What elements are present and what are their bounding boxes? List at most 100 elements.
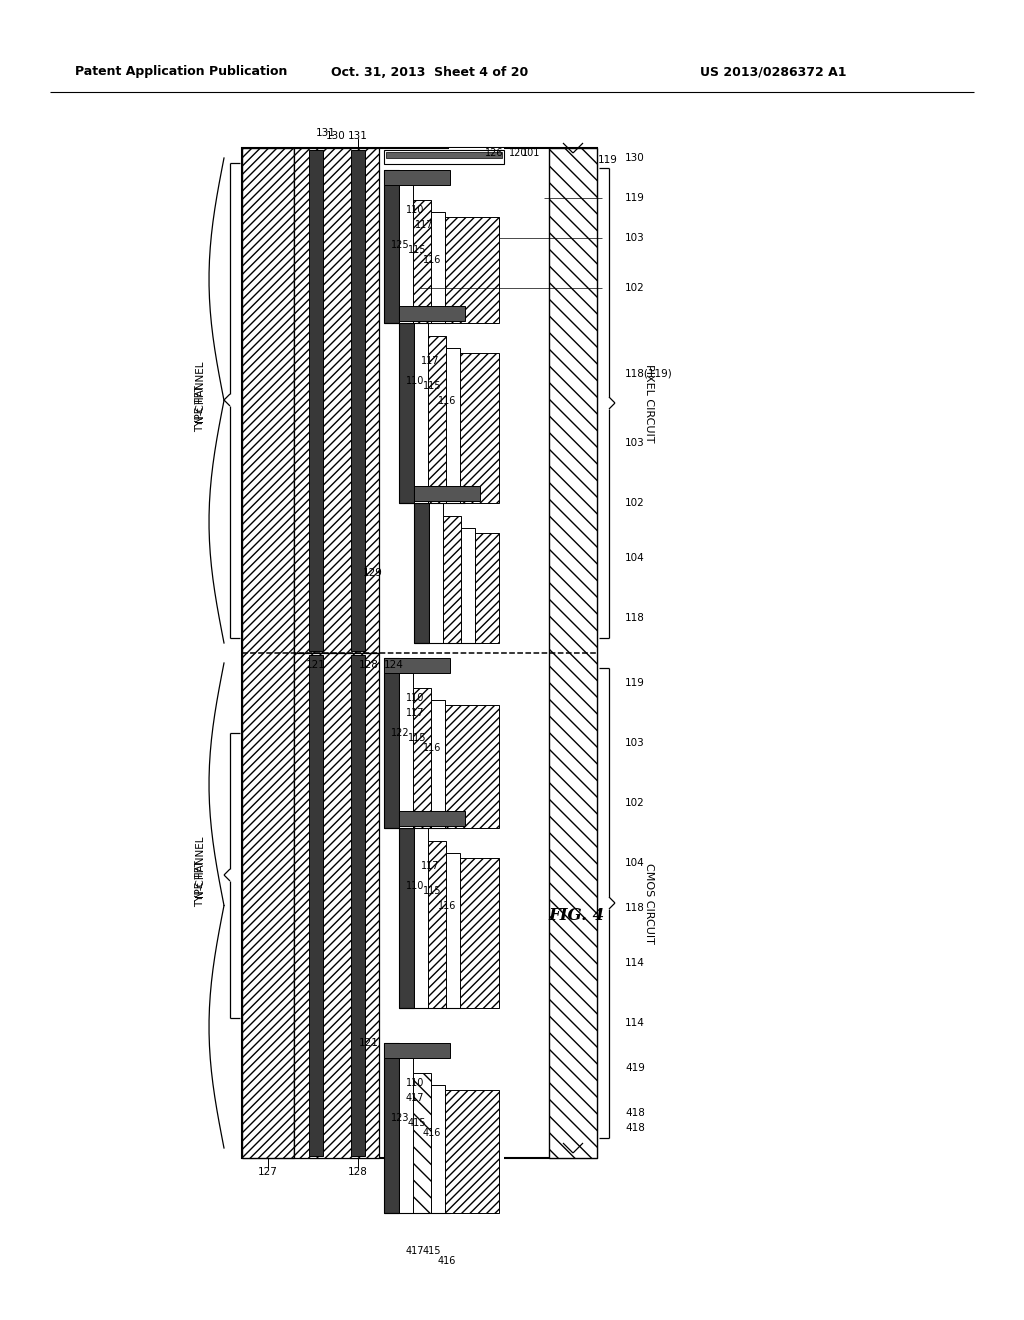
Bar <box>446 348 460 503</box>
Bar <box>399 673 413 828</box>
Text: 117: 117 <box>421 356 439 366</box>
Text: 130: 130 <box>326 131 346 141</box>
Text: 416: 416 <box>423 1129 441 1138</box>
Text: Patent Application Publication: Patent Application Publication <box>75 66 288 78</box>
Text: 102: 102 <box>625 498 645 508</box>
Text: 115: 115 <box>423 381 441 391</box>
Bar <box>294 653 379 1158</box>
Text: 415: 415 <box>408 1118 427 1129</box>
Bar <box>399 306 504 503</box>
Bar <box>431 700 445 828</box>
Text: 119: 119 <box>625 678 645 688</box>
Bar <box>399 810 504 1008</box>
Text: 126: 126 <box>484 148 503 158</box>
Bar <box>242 148 294 1158</box>
Bar <box>413 688 431 828</box>
Bar <box>414 826 428 1008</box>
Bar <box>242 148 597 1158</box>
Text: CMOS CIRCUIT: CMOS CIRCUIT <box>644 862 654 944</box>
Text: 117: 117 <box>421 861 439 871</box>
Bar <box>475 533 499 643</box>
Text: 417: 417 <box>406 1246 425 1257</box>
Text: 128: 128 <box>359 660 379 671</box>
Bar <box>414 321 428 503</box>
Text: N-CHANNEL: N-CHANNEL <box>195 360 205 422</box>
Bar <box>384 1043 450 1059</box>
Text: 122: 122 <box>391 729 410 738</box>
Bar <box>431 213 445 323</box>
Text: PIXEL CIRCUIT: PIXEL CIRCUIT <box>644 364 654 442</box>
Text: 110: 110 <box>406 376 424 385</box>
Bar <box>449 148 504 1158</box>
Text: 116: 116 <box>438 396 457 407</box>
Bar <box>413 201 431 323</box>
Text: 103: 103 <box>625 438 645 447</box>
Bar <box>428 841 446 1008</box>
Text: 110: 110 <box>406 693 424 704</box>
Bar <box>384 657 450 673</box>
Bar <box>429 502 443 643</box>
Bar <box>413 1073 431 1213</box>
Bar <box>384 170 399 323</box>
Bar <box>294 148 379 653</box>
Text: 115: 115 <box>408 246 427 255</box>
Bar <box>384 1043 504 1213</box>
Text: N-CHANNEL: N-CHANNEL <box>195 836 205 896</box>
Text: FIG. 4: FIG. 4 <box>548 907 604 924</box>
Text: 131: 131 <box>316 128 336 139</box>
Text: 119: 119 <box>598 154 617 165</box>
Text: 110: 110 <box>406 1078 424 1088</box>
Text: 118: 118 <box>625 612 645 623</box>
Text: 102: 102 <box>625 282 645 293</box>
Text: 415: 415 <box>423 1246 441 1257</box>
Text: 117: 117 <box>415 220 433 230</box>
Text: 129: 129 <box>362 568 383 578</box>
Text: 118: 118 <box>625 903 645 913</box>
Text: 119: 119 <box>625 193 645 203</box>
Text: 120: 120 <box>509 148 527 158</box>
Bar <box>351 655 365 1156</box>
Text: 116: 116 <box>438 902 457 911</box>
Text: 418: 418 <box>625 1123 645 1133</box>
Bar <box>445 705 499 828</box>
Bar <box>384 657 504 828</box>
Bar <box>309 150 323 651</box>
Bar <box>386 152 502 158</box>
Text: 114: 114 <box>625 958 645 968</box>
Bar <box>399 810 414 1008</box>
Bar <box>384 170 504 323</box>
Text: 127: 127 <box>258 1167 278 1177</box>
Text: 110: 110 <box>406 205 424 215</box>
Text: 101: 101 <box>522 148 541 158</box>
Text: 123: 123 <box>391 1113 410 1123</box>
Text: 104: 104 <box>625 553 645 564</box>
Bar <box>399 810 465 826</box>
Text: 419: 419 <box>625 1063 645 1073</box>
Text: 114: 114 <box>625 1018 645 1028</box>
Bar <box>461 528 475 643</box>
Bar <box>414 486 429 643</box>
Text: 116: 116 <box>423 743 441 752</box>
Text: Oct. 31, 2013  Sheet 4 of 20: Oct. 31, 2013 Sheet 4 of 20 <box>332 66 528 78</box>
Text: 130: 130 <box>625 153 645 162</box>
Text: 115: 115 <box>408 733 427 743</box>
Text: US 2013/0286372 A1: US 2013/0286372 A1 <box>700 66 847 78</box>
Bar <box>445 216 499 323</box>
Text: 110: 110 <box>406 880 424 891</box>
Bar <box>445 1090 499 1213</box>
Bar <box>399 306 414 503</box>
Text: 118(119): 118(119) <box>625 368 673 378</box>
Text: 103: 103 <box>625 738 645 748</box>
Text: 116: 116 <box>423 255 441 265</box>
Text: 121: 121 <box>359 1038 379 1048</box>
Bar <box>384 170 450 185</box>
Bar <box>446 853 460 1008</box>
Text: 121: 121 <box>306 660 326 671</box>
Bar <box>399 1059 413 1213</box>
Bar <box>460 858 499 1008</box>
Text: 128: 128 <box>348 1167 368 1177</box>
Text: 124: 124 <box>384 660 403 671</box>
Bar <box>399 306 465 321</box>
Text: 102: 102 <box>625 799 645 808</box>
Bar <box>460 352 499 503</box>
